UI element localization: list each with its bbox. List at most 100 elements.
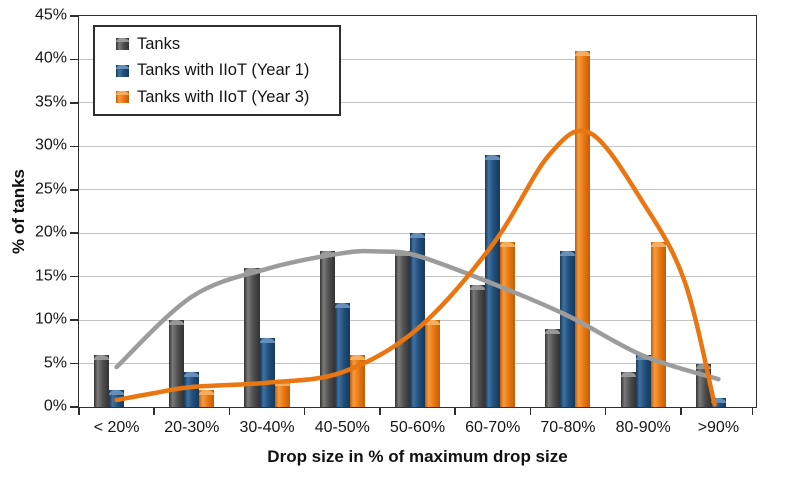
x-tick-label: < 20%	[93, 419, 140, 436]
y-tick-label: 30%	[34, 136, 67, 154]
y-tick-label: 20%	[34, 223, 67, 241]
gridline	[79, 102, 756, 104]
legend-item-tanks[interactable]: Tanks	[116, 35, 339, 54]
legend-swatch-iiot-year1-icon	[116, 64, 129, 77]
x-axis-tick	[751, 408, 754, 415]
y-tick-label: 0%	[43, 397, 67, 415]
bar-top-highlight	[394, 250, 410, 256]
bar	[184, 372, 200, 407]
bar	[470, 285, 486, 407]
legend-label-iiot-year3: Tanks with IIoT (Year 3)	[137, 87, 310, 106]
bar-top-highlight	[109, 389, 125, 395]
bar-top-highlight	[695, 363, 711, 369]
x-axis-title: Drop size in % of maximum drop size	[267, 447, 568, 466]
y-tick-label: 5%	[43, 354, 67, 372]
y-tick-label: 35%	[34, 93, 67, 111]
bar	[500, 241, 516, 407]
legend-item-iiot-year3[interactable]: Tanks with IIoT (Year 3)	[116, 88, 339, 107]
y-axis-tick	[70, 362, 78, 365]
bar	[259, 337, 275, 407]
x-axis-tick	[529, 408, 532, 415]
bar-top-highlight	[319, 250, 335, 256]
x-axis-tick	[379, 408, 381, 415]
gridline	[79, 58, 756, 60]
bar	[485, 155, 501, 407]
bar	[620, 372, 636, 407]
bar-top-highlight	[274, 380, 290, 386]
bar-top-highlight	[500, 241, 516, 247]
bar	[169, 320, 185, 407]
x-axis-tick	[454, 408, 456, 415]
gridline	[79, 189, 756, 191]
x-tick-label: 60-70%	[465, 419, 521, 436]
bar	[94, 354, 110, 407]
bar	[650, 241, 666, 407]
x-axis-tick	[228, 408, 231, 415]
y-tick-label: 10%	[34, 310, 67, 328]
gridline	[79, 145, 756, 147]
bar-top-highlight	[94, 354, 110, 360]
bar-top-highlight	[575, 50, 591, 56]
y-axis-tick	[70, 58, 78, 61]
bar-top-highlight	[620, 372, 636, 378]
x-tick-label: 80-90%	[615, 419, 671, 436]
bar	[710, 398, 726, 407]
bar	[425, 320, 441, 407]
bar	[319, 250, 335, 407]
bar-top-highlight	[485, 155, 501, 161]
y-tick-label: 25%	[34, 180, 67, 198]
y-axis-title: % of tanks	[9, 168, 28, 255]
bar	[695, 363, 711, 407]
bar	[109, 389, 125, 407]
bar-top-highlight	[560, 250, 576, 256]
y-axis-tick	[70, 189, 78, 191]
bar-top-highlight	[409, 233, 425, 239]
bar	[244, 267, 260, 407]
bar	[635, 354, 651, 407]
bar-top-highlight	[169, 320, 185, 326]
bar-top-highlight	[425, 320, 441, 326]
bar	[349, 354, 365, 407]
x-tick-label: 20-30%	[164, 419, 220, 436]
y-axis-tick	[70, 145, 78, 148]
bar-top-highlight	[259, 337, 275, 343]
y-axis-tick	[70, 102, 78, 104]
y-tick-label: 45%	[34, 6, 67, 24]
bar	[545, 328, 561, 407]
bar	[560, 250, 576, 407]
bar-top-highlight	[349, 354, 365, 360]
bar-top-highlight	[710, 398, 726, 404]
bar	[334, 302, 350, 407]
x-axis-tick	[604, 408, 607, 415]
x-axis-tick	[78, 408, 80, 415]
y-tick-label: 15%	[34, 267, 67, 285]
x-tick-label: >90%	[697, 419, 740, 436]
bar	[199, 389, 215, 407]
legend-swatch-tanks-icon	[116, 38, 129, 50]
x-tick-label: 40-50%	[314, 419, 370, 436]
y-axis-tick	[70, 406, 78, 408]
bar-top-highlight	[650, 241, 666, 247]
x-axis-tick	[153, 408, 155, 415]
x-tick-label: 30-40%	[239, 419, 295, 436]
bar-top-highlight	[635, 354, 651, 360]
legend-item-iiot-year1[interactable]: Tanks with IIoT (Year 1)	[116, 61, 339, 80]
bar-top-highlight	[244, 267, 260, 273]
x-axis-tick	[303, 408, 306, 415]
x-tick-label: 50-60%	[389, 419, 446, 436]
bar	[575, 50, 591, 407]
x-tick-label: 70-80%	[540, 419, 596, 436]
y-tick-label: 40%	[34, 50, 67, 68]
bar-top-highlight	[470, 285, 486, 291]
bar-top-highlight	[116, 91, 129, 95]
bar	[274, 380, 290, 407]
bar	[394, 250, 410, 407]
bar-top-highlight	[116, 38, 129, 42]
legend: Tanks Tanks with IIoT (Year 1) Tanks wit…	[93, 25, 341, 116]
y-axis-tick	[70, 15, 78, 17]
legend-swatch-iiot-year3-icon	[116, 91, 129, 103]
bar-top-highlight	[184, 372, 200, 378]
bar-top-highlight	[334, 302, 350, 308]
y-axis-tick	[70, 319, 78, 321]
y-axis-tick	[70, 232, 78, 234]
